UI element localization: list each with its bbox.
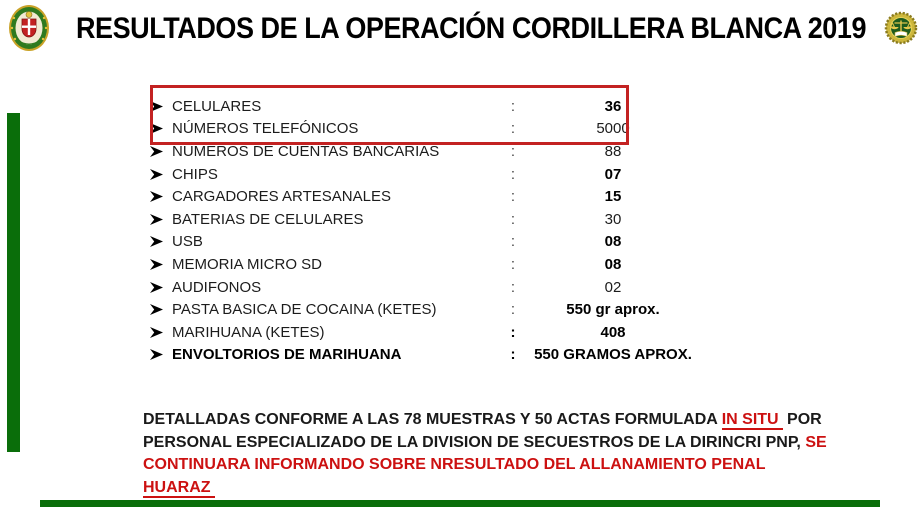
right-arrowhead-icon: [150, 304, 163, 316]
result-label: MEMORIA MICRO SD: [172, 255, 323, 273]
result-label: CELULARES: [172, 97, 262, 115]
result-separator: :: [510, 210, 516, 228]
result-value: 08: [604, 255, 622, 273]
result-row: AUDIFONOS: 02: [150, 276, 715, 299]
result-row: BATERIAS DE CELULARES: 30: [150, 208, 715, 231]
result-value: 36: [604, 97, 622, 115]
result-row: MEMORIA MICRO SD: 08: [150, 253, 715, 276]
right-arrowhead-icon: [150, 258, 163, 270]
result-row: CHIPS: 07: [150, 163, 715, 186]
result-row: CELULARES: 36: [150, 95, 715, 118]
footer-line: PERSONAL ESPECIALIZADO DE LA DIVISION DE…: [143, 432, 843, 455]
footer-line: CONTINUARA INFORMANDO SOBRE NRESULTADO D…: [143, 454, 843, 477]
result-separator: :: [510, 255, 516, 273]
result-value: 30: [604, 210, 622, 228]
result-value: 02: [604, 278, 622, 296]
bullet-cell: [150, 326, 172, 338]
footer-segment: DETALLADAS CONFORME A LAS 78 MUESTRAS Y …: [143, 411, 722, 428]
result-value: 88: [604, 142, 622, 160]
footer-segment: PERSONAL ESPECIALIZADO DE LA DIVISION DE…: [143, 433, 806, 451]
pnp-coat-of-arms-icon: [9, 5, 49, 51]
result-value: 07: [604, 165, 622, 183]
right-arrowhead-icon: [150, 191, 163, 203]
result-value: 550 GRAMOS APROX.: [534, 346, 692, 364]
result-label: AUDIFONOS: [172, 278, 262, 296]
footer-segment: HUARAZ: [143, 478, 215, 498]
result-row: MARIHUANA (KETES): 408: [150, 321, 715, 344]
right-arrowhead-icon: [150, 145, 163, 157]
result-separator: :: [510, 278, 516, 296]
footer-line: DETALLADAS CONFORME A LAS 78 MUESTRAS Y …: [143, 409, 843, 432]
page-title: RESULTADOS DE LA OPERACIÓN CORDILLERA BL…: [76, 12, 867, 45]
result-label: PASTA BASICA DE COCAINA (KETES): [172, 301, 437, 319]
footer-segment: POR: [782, 411, 822, 428]
result-value: 550 gr aprox.: [566, 301, 660, 319]
result-separator: :: [510, 165, 516, 183]
result-row: CARGADORES ARTESANALES: 15: [150, 185, 715, 208]
result-label: NÚMEROS DE CUENTAS BANCARIAS: [172, 142, 440, 160]
right-arrowhead-icon: [150, 236, 163, 248]
result-value: 408: [600, 323, 626, 341]
result-separator: :: [510, 142, 516, 160]
bullet-cell: [150, 145, 172, 157]
bullet-cell: [150, 304, 172, 316]
right-arrowhead-icon: [150, 168, 163, 180]
dirincri-scales-seal-icon: [884, 11, 918, 45]
bullet-cell: [150, 100, 172, 112]
bullet-cell: [150, 236, 172, 248]
right-arrowhead-icon: [150, 349, 163, 361]
footer-note: DETALLADAS CONFORME A LAS 78 MUESTRAS Y …: [143, 409, 843, 499]
right-arrowhead-icon: [150, 123, 163, 135]
right-arrowhead-icon: [150, 100, 163, 112]
footer-line: HUARAZ: [143, 477, 843, 500]
footer-segment: SE: [805, 433, 827, 451]
result-value: 5000: [596, 120, 630, 138]
right-arrowhead-icon: [150, 281, 163, 293]
result-separator: :: [510, 301, 516, 319]
result-label: USB: [172, 233, 203, 251]
result-row: NÚMEROS DE CUENTAS BANCARIAS: 88: [150, 140, 715, 163]
result-label: BATERIAS DE CELULARES: [172, 210, 364, 228]
bullet-cell: [150, 349, 172, 361]
bullet-cell: [150, 281, 172, 293]
result-row: NÚMEROS TELEFÓNICOS: 5000: [150, 118, 715, 141]
result-separator: :: [510, 188, 516, 206]
result-separator: :: [510, 97, 516, 115]
result-separator: :: [510, 120, 516, 138]
results-list: CELULARES: 36 NÚMEROS TELEFÓNICOS: 5000 NÚ…: [150, 95, 715, 366]
result-label: MARIHUANA (KETES): [172, 323, 325, 341]
result-label: CARGADORES ARTESANALES: [172, 188, 391, 206]
result-value: 08: [604, 233, 622, 251]
result-row: PASTA BASICA DE COCAINA (KETES): 550 gr a…: [150, 298, 715, 321]
result-label: NÚMEROS TELEFÓNICOS: [172, 120, 359, 138]
bullet-cell: [150, 191, 172, 203]
result-label: ENVOLTORIOS DE MARIHUANA: [172, 346, 402, 364]
bullet-cell: [150, 213, 172, 225]
right-arrowhead-icon: [150, 213, 163, 225]
footer-segment: IN SITU: [721, 411, 783, 430]
footer-segment: CONTINUARA INFORMANDO SOBRE NRESULTADO D…: [143, 456, 766, 473]
result-label: CHIPS: [172, 165, 218, 183]
result-row: USB: 08: [150, 231, 715, 254]
result-separator: :: [510, 323, 516, 341]
right-arrowhead-icon: [150, 326, 163, 338]
bottom-accent-bar: [40, 500, 880, 507]
result-separator: :: [510, 233, 516, 251]
bullet-cell: [150, 123, 172, 135]
result-row: ENVOLTORIOS DE MARIHUANA:550 GRAMOS APRO…: [150, 344, 715, 367]
result-separator: :: [510, 346, 516, 364]
bullet-cell: [150, 258, 172, 270]
left-accent-bar: [7, 113, 20, 452]
result-value: 15: [604, 188, 622, 206]
bullet-cell: [150, 168, 172, 180]
